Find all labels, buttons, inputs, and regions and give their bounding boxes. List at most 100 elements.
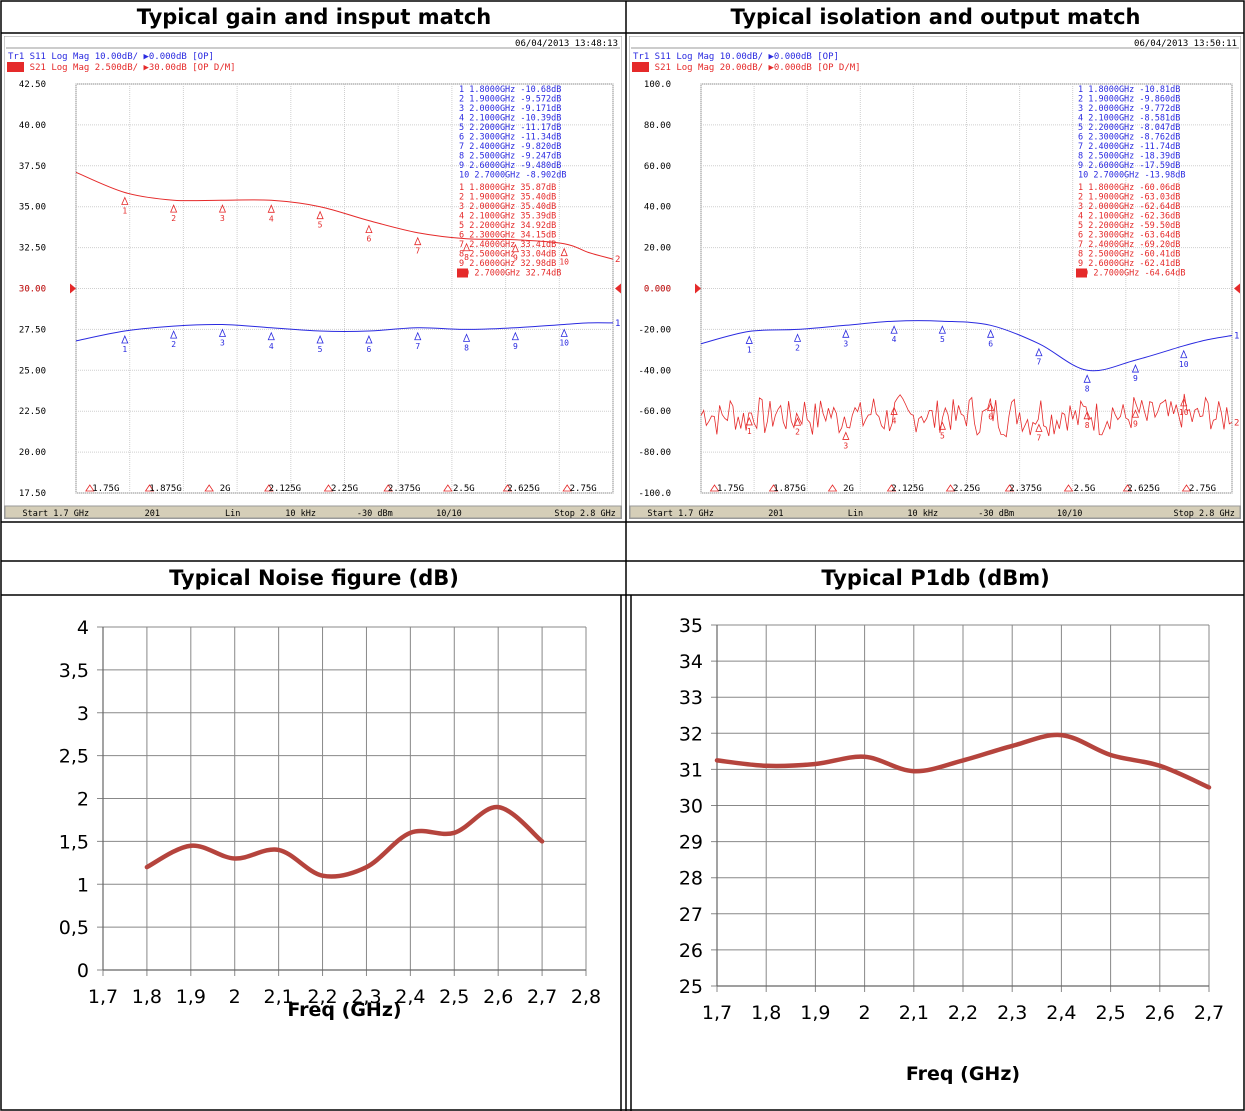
marker-readout: 5 2.2000GHz -8.047dB [1078, 123, 1180, 133]
marker-number: 4 [269, 342, 274, 351]
marker-readout: 10 2.7000GHz -13.98dB [1078, 171, 1185, 181]
x-tick-label: 2.25G [331, 484, 358, 494]
marker-triangle [1180, 397, 1188, 407]
marker-number: 3 [843, 339, 848, 348]
marker-number: 6 [366, 345, 371, 354]
ref-arrow-right [615, 283, 621, 294]
y-tick-label: 28 [679, 868, 703, 890]
marker-readout: 2 1.9000GHz -9.860dB [1078, 95, 1180, 105]
x-tick-label: 2,2 [307, 986, 337, 1008]
marker-triangle [1035, 423, 1043, 432]
marker-triangle [170, 330, 178, 339]
marker-number: 6 [988, 412, 993, 421]
marker-triangle [745, 335, 753, 344]
marker-readout: 9 2.6000GHz -9.480dB [459, 161, 561, 171]
x-tick-label: 2,5 [439, 986, 469, 1008]
marker-number: 6 [988, 339, 993, 348]
x-tick-label: 2.25G [953, 484, 980, 494]
trace2-label-box [7, 62, 24, 72]
marker-readout: 1 1.8000GHz -10.68dB [459, 85, 561, 95]
status-bar-item: Lin [225, 509, 240, 519]
marker-triangle [511, 331, 519, 341]
marker-number: 5 [318, 221, 323, 230]
stimulus-marker [768, 484, 779, 492]
x-tick-label: 2.625G [1127, 484, 1160, 494]
marker-readout: 9 2.6000GHz -17.59dB [1078, 161, 1180, 171]
y-tick-label: 26 [679, 940, 703, 962]
marker-readout: 4 2.1000GHz -8.581dB [1078, 114, 1180, 124]
stimulus-marker [709, 484, 720, 492]
marker-readout: 7 2.4000GHz -69.20dB [1078, 240, 1180, 250]
active-marker-box [457, 268, 468, 278]
marker-readout: 10 2.7000GHz -64.64dB [1078, 269, 1185, 279]
x-tick-label: 1,8 [132, 986, 162, 1008]
y-tick-label: 20.00 [644, 244, 671, 254]
marker-number: 4 [892, 335, 897, 344]
marker-readout: 4 2.1000GHz 35.39dB [459, 212, 556, 222]
status-bar-item: 10/10 [436, 509, 462, 519]
ref-label: 0.000 [644, 285, 671, 295]
p1db-chart: 35 34 33 32 31 30 29 28 27 26 25 1,7 1,8 1,9 2 2,1 2,2 2,… [679, 615, 1224, 1085]
marker-number: 1 [747, 345, 752, 354]
marker-number: 7 [415, 247, 420, 256]
y-tick-label: 3,5 [59, 660, 89, 682]
series-line-S22 [700, 320, 1233, 372]
marker-number: 10 [559, 338, 569, 347]
marker-readout: 7 2.4000GHz 33.41dB [459, 240, 556, 250]
x-tick-label: 1,9 [800, 1002, 830, 1024]
x-tick-label: 2.375G [388, 484, 421, 494]
y-tick-label: 35.00 [19, 203, 46, 213]
marker-triangle [170, 204, 178, 213]
x-tick-label: 2.125G [891, 484, 924, 494]
x-tick-label: 1.875G [149, 484, 182, 494]
marker-number: 5 [318, 345, 323, 354]
marker-triangle [1131, 364, 1140, 373]
y-tick-label: 25 [679, 976, 703, 998]
marker-triangle [1180, 349, 1188, 359]
vna-timestamp: 06/04/2013 13:50:11 [1134, 39, 1237, 49]
marker-triangle [462, 333, 471, 342]
marker-readout: 3 2.0000GHz 35.40dB [459, 202, 556, 212]
marker-triangle [793, 333, 802, 342]
vna-timestamp: 06/04/2013 13:48:13 [515, 39, 618, 49]
marker-triangle [745, 416, 753, 426]
marker-number: 3 [843, 441, 848, 450]
marker-number: 9 [1133, 374, 1138, 383]
x-tick-label: 2.5G [453, 484, 475, 494]
marker-triangle [267, 204, 275, 213]
stimulus-marker [502, 484, 513, 492]
marker-triangle [121, 196, 129, 205]
y-tick-label: 35 [679, 615, 703, 637]
marker-number: 6 [366, 235, 371, 244]
marker-readout: 6 2.3000GHz -11.34dB [459, 133, 561, 143]
y-tick-label: -60.00 [638, 407, 671, 417]
x-tick-label: 1,9 [176, 986, 206, 1008]
stimulus-marker [1122, 484, 1133, 492]
marker-number: 1 [747, 427, 752, 436]
gain-vna-chart: 06/04/2013 13:48:13 Tr1 S11 Log Mag 10.00… [4, 36, 622, 519]
stimulus-marker [323, 484, 334, 492]
stimulus-marker [562, 484, 572, 492]
x-tick-label: 2,4 [1046, 1002, 1076, 1024]
x-tick-label: 2.125G [269, 484, 302, 494]
x-tick-label: 2.375G [1009, 484, 1042, 494]
marker-readout: 2 1.9000GHz -9.572dB [459, 95, 561, 105]
ref-arrow-left [695, 283, 701, 294]
stimulus-marker [1063, 484, 1074, 492]
marker-triangle [1083, 410, 1091, 420]
x-tick-label: 2,5 [1095, 1002, 1125, 1024]
marker-number: 10 [1179, 408, 1189, 417]
marker-number: 7 [1036, 358, 1041, 367]
marker-readout: 5 2.2000GHz 34.92dB [459, 221, 556, 231]
marker-number: 3 [220, 214, 225, 223]
marker-triangle [121, 335, 129, 344]
y-tick-label: 3 [77, 703, 89, 725]
y-tick-label: 22.50 [19, 407, 46, 417]
ref-arrow-right [1234, 283, 1240, 294]
x-tick-label: 2,3 [351, 986, 381, 1008]
status-bar [629, 505, 1241, 519]
x-tick-label: 2.625G [507, 484, 540, 494]
marker-readout: 1 1.8000GHz -10.81dB [1078, 85, 1180, 95]
marker-number: 10 [559, 258, 569, 267]
ref-label: 30.00 [19, 285, 46, 295]
